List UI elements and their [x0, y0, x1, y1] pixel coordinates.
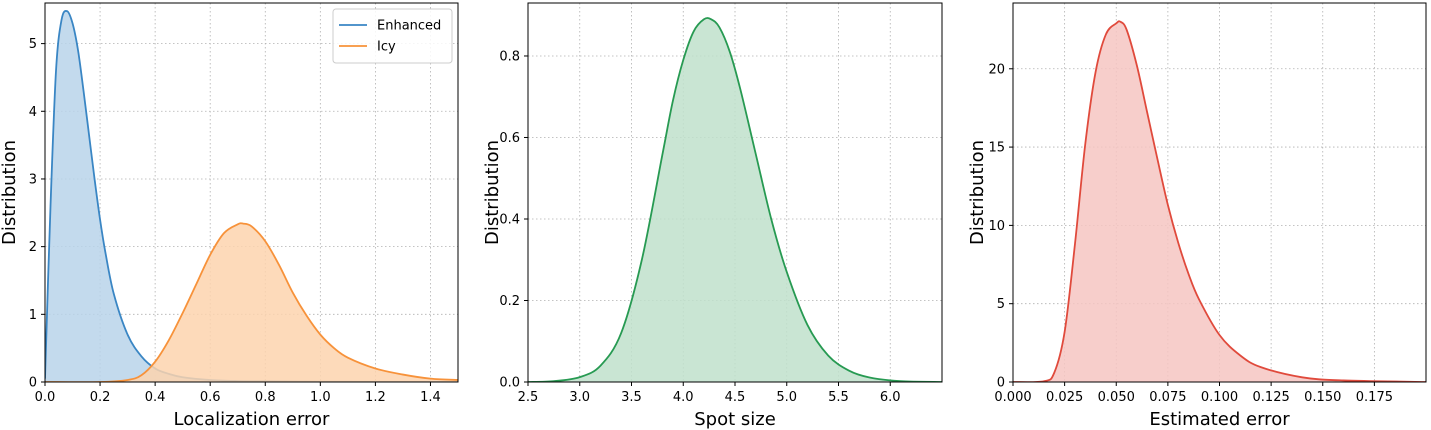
x-tick-label: 0.175 — [1356, 390, 1393, 405]
y-axis-label: Distribution — [0, 140, 20, 245]
series-area-1 — [528, 18, 942, 382]
x-axis-label: Localization error — [174, 409, 331, 430]
y-tick-label: 0.2 — [499, 294, 520, 309]
x-tick-label: 1.2 — [365, 390, 386, 405]
y-tick-label: 5 — [997, 297, 1005, 312]
y-axis-label: Distribution — [482, 140, 503, 245]
y-tick-label: 0.8 — [499, 49, 520, 64]
x-tick-label: 0.150 — [1304, 390, 1341, 405]
series-line-1 — [528, 17, 942, 382]
y-tick-label: 20 — [988, 62, 1005, 77]
x-tick-label: 4.0 — [673, 390, 694, 405]
axes-frame — [44, 2, 459, 383]
x-axis-label: Estimated error — [1149, 409, 1290, 430]
legend-entry-label: Icy — [377, 40, 396, 55]
x-axis-label: Spot size — [694, 409, 776, 430]
x-tick-label: 5.0 — [776, 390, 797, 405]
series-area-icy — [45, 223, 458, 382]
y-tick-label: 4 — [29, 105, 37, 120]
y-tick-label: 3 — [29, 172, 37, 187]
legend-entry-label: Enhanced — [377, 19, 441, 34]
x-tick-label: 0.075 — [1149, 390, 1186, 405]
axes-frame — [527, 2, 943, 383]
y-tick-label: 0.6 — [499, 131, 520, 146]
series-line-2 — [1013, 20, 1426, 382]
x-tick-label: 0.4 — [145, 390, 166, 405]
x-tick-label: 6.0 — [880, 390, 901, 405]
y-tick-label: 1 — [29, 308, 37, 323]
axes-frame — [1012, 2, 1427, 383]
x-tick-label: 2.5 — [518, 390, 539, 405]
panel-localization-error: 0.0 0.2 0.4 0.6 0.8 1.0 1.2 1.4 0 1 2 3 4 5 Localizati… — [0, 2, 459, 430]
x-tick-label: 0.8 — [255, 390, 276, 405]
series-area-enhanced — [45, 10, 458, 382]
panel-estimated-error: 0.000 0.025 0.050 0.075 0.100 0.125 0.150 0.175… — [967, 2, 1427, 430]
y-tick-label: 10 — [988, 219, 1005, 234]
series-area-2 — [1013, 21, 1426, 382]
y-tick-label: 0 — [997, 376, 1005, 391]
x-tick-label: 0.6 — [200, 390, 221, 405]
x-tick-label: 0.100 — [1201, 390, 1238, 405]
x-tick-label: 0.125 — [1253, 390, 1290, 405]
x-tick-label: 0.025 — [1046, 390, 1083, 405]
y-tick-label: 2 — [29, 240, 37, 255]
x-tick-label: 5.5 — [828, 390, 849, 405]
y-tick-label: 0.0 — [499, 376, 520, 391]
x-tick-label: 1.4 — [420, 390, 441, 405]
x-tick-label: 0.2 — [90, 390, 111, 405]
legend: Enhanced Icy — [332, 8, 453, 64]
series-line-icy — [45, 222, 458, 382]
y-tick-label: 0.4 — [499, 212, 520, 227]
y-axis-label: Distribution — [967, 140, 988, 245]
y-tick-label: 0 — [29, 376, 37, 391]
y-tick-label: 15 — [988, 141, 1005, 156]
x-tick-label: 0.000 — [994, 390, 1031, 405]
x-tick-label: 0.050 — [1098, 390, 1135, 405]
x-tick-label: 4.5 — [725, 390, 746, 405]
x-tick-label: 3.0 — [569, 390, 590, 405]
x-tick-label: 0.0 — [35, 390, 56, 405]
panel-spot-size: 2.5 3.0 3.5 4.0 4.5 5.0 5.5 6.0 0.0 0.2 0.4 0.6 0.8 S… — [482, 2, 943, 430]
x-tick-label: 3.5 — [621, 390, 642, 405]
x-tick-label: 1.0 — [310, 390, 331, 405]
y-tick-label: 5 — [29, 37, 37, 52]
legend-box — [332, 8, 453, 64]
